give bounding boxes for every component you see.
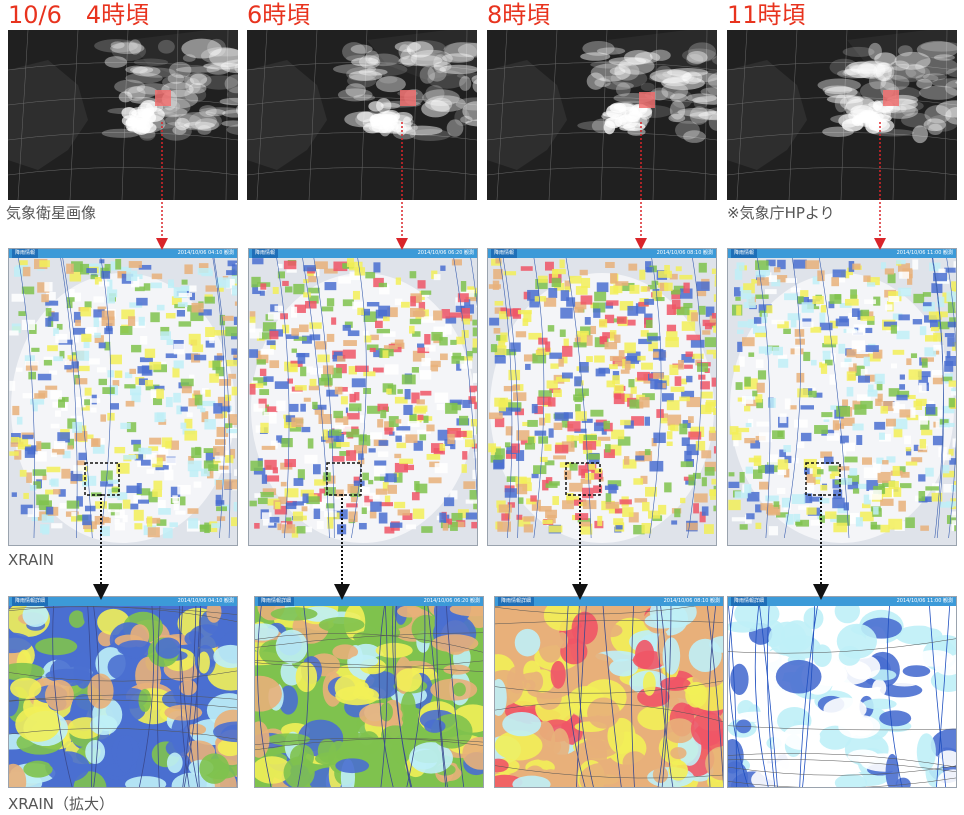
- zoom-header-bar: 降雨情報詳細 2014/10/06 08:10 観測: [495, 597, 723, 606]
- zoom-header-label: 降雨情報詳細: [258, 597, 295, 606]
- radar-header-label: 降雨情報: [731, 249, 758, 258]
- xrain-zoom-map-0800: 降雨情報詳細 2014/10/06 08:10 観測: [494, 596, 724, 788]
- zoom-header-label: 降雨情報詳細: [498, 597, 535, 606]
- zoom-header-label: 降雨情報詳細: [731, 597, 768, 606]
- xrain-zoom-caption: XRAIN（拡大）: [8, 795, 114, 813]
- xrain-map-0800: 降雨情報 2014/10/06 08:10 観測: [487, 248, 717, 546]
- xrain-map-0400: 降雨情報 2014/10/06 04:10 観測: [8, 248, 238, 546]
- zoom-header-label: 降雨情報詳細: [12, 597, 49, 606]
- zoom-header-bar: 降雨情報詳細 2014/10/06 11:00 観測: [728, 597, 956, 606]
- xrain-map-0600: 降雨情報 2014/10/06 06:20 観測: [248, 248, 478, 546]
- radar-header-time: 2014/10/06 11:00 観測: [896, 250, 953, 256]
- satellite-image-0400: [8, 30, 238, 200]
- time-label-0600: 6時頃: [247, 1, 311, 29]
- source-caption: ※気象庁HPより: [727, 204, 835, 222]
- zoom-header-time: 2014/10/06 08:10 観測: [663, 598, 720, 604]
- zoom-header-bar: 降雨情報詳細 2014/10/06 06:20 観測: [255, 597, 483, 606]
- xrain-zoom-map-1100: 降雨情報詳細 2014/10/06 11:00 観測: [727, 596, 957, 788]
- radar-header-bar: 降雨情報 2014/10/06 06:20 観測: [249, 249, 477, 258]
- time-label-0800: 8時頃: [487, 1, 551, 29]
- zoom-header-time: 2014/10/06 04:10 観測: [177, 598, 234, 604]
- zoom-header-bar: 降雨情報詳細 2014/10/06 04:10 観測: [9, 597, 237, 606]
- radar-header-bar: 降雨情報 2014/10/06 04:10 観測: [9, 249, 237, 258]
- satellite-caption: 気象衛星画像: [6, 204, 97, 222]
- xrain-zoom-map-0600: 降雨情報詳細 2014/10/06 06:20 観測: [254, 596, 484, 788]
- satellite-image-0800: [487, 30, 717, 200]
- radar-header-bar: 降雨情報 2014/10/06 08:10 観測: [488, 249, 716, 258]
- zoom-header-time: 2014/10/06 06:20 観測: [423, 598, 480, 604]
- radar-header-time: 2014/10/06 04:10 観測: [177, 250, 234, 256]
- radar-header-time: 2014/10/06 06:20 観測: [417, 250, 474, 256]
- time-label-1100: 11時頃: [727, 1, 806, 29]
- xrain-zoom-map-0400: 降雨情報詳細 2014/10/06 04:10 観測: [8, 596, 238, 788]
- zoom-header-time: 2014/10/06 11:00 観測: [896, 598, 953, 604]
- xrain-caption: XRAIN: [8, 551, 54, 569]
- radar-header-label: 降雨情報: [12, 249, 39, 258]
- radar-header-label: 降雨情報: [252, 249, 279, 258]
- xrain-map-1100: 降雨情報 2014/10/06 11:00 観測: [727, 248, 957, 546]
- satellite-image-1100: [727, 30, 957, 200]
- radar-header-bar: 降雨情報 2014/10/06 11:00 観測: [728, 249, 956, 258]
- satellite-image-0600: [247, 30, 477, 200]
- time-label-0400: 10/6 4時頃: [8, 1, 150, 29]
- radar-header-label: 降雨情報: [491, 249, 518, 258]
- radar-header-time: 2014/10/06 08:10 観測: [656, 250, 713, 256]
